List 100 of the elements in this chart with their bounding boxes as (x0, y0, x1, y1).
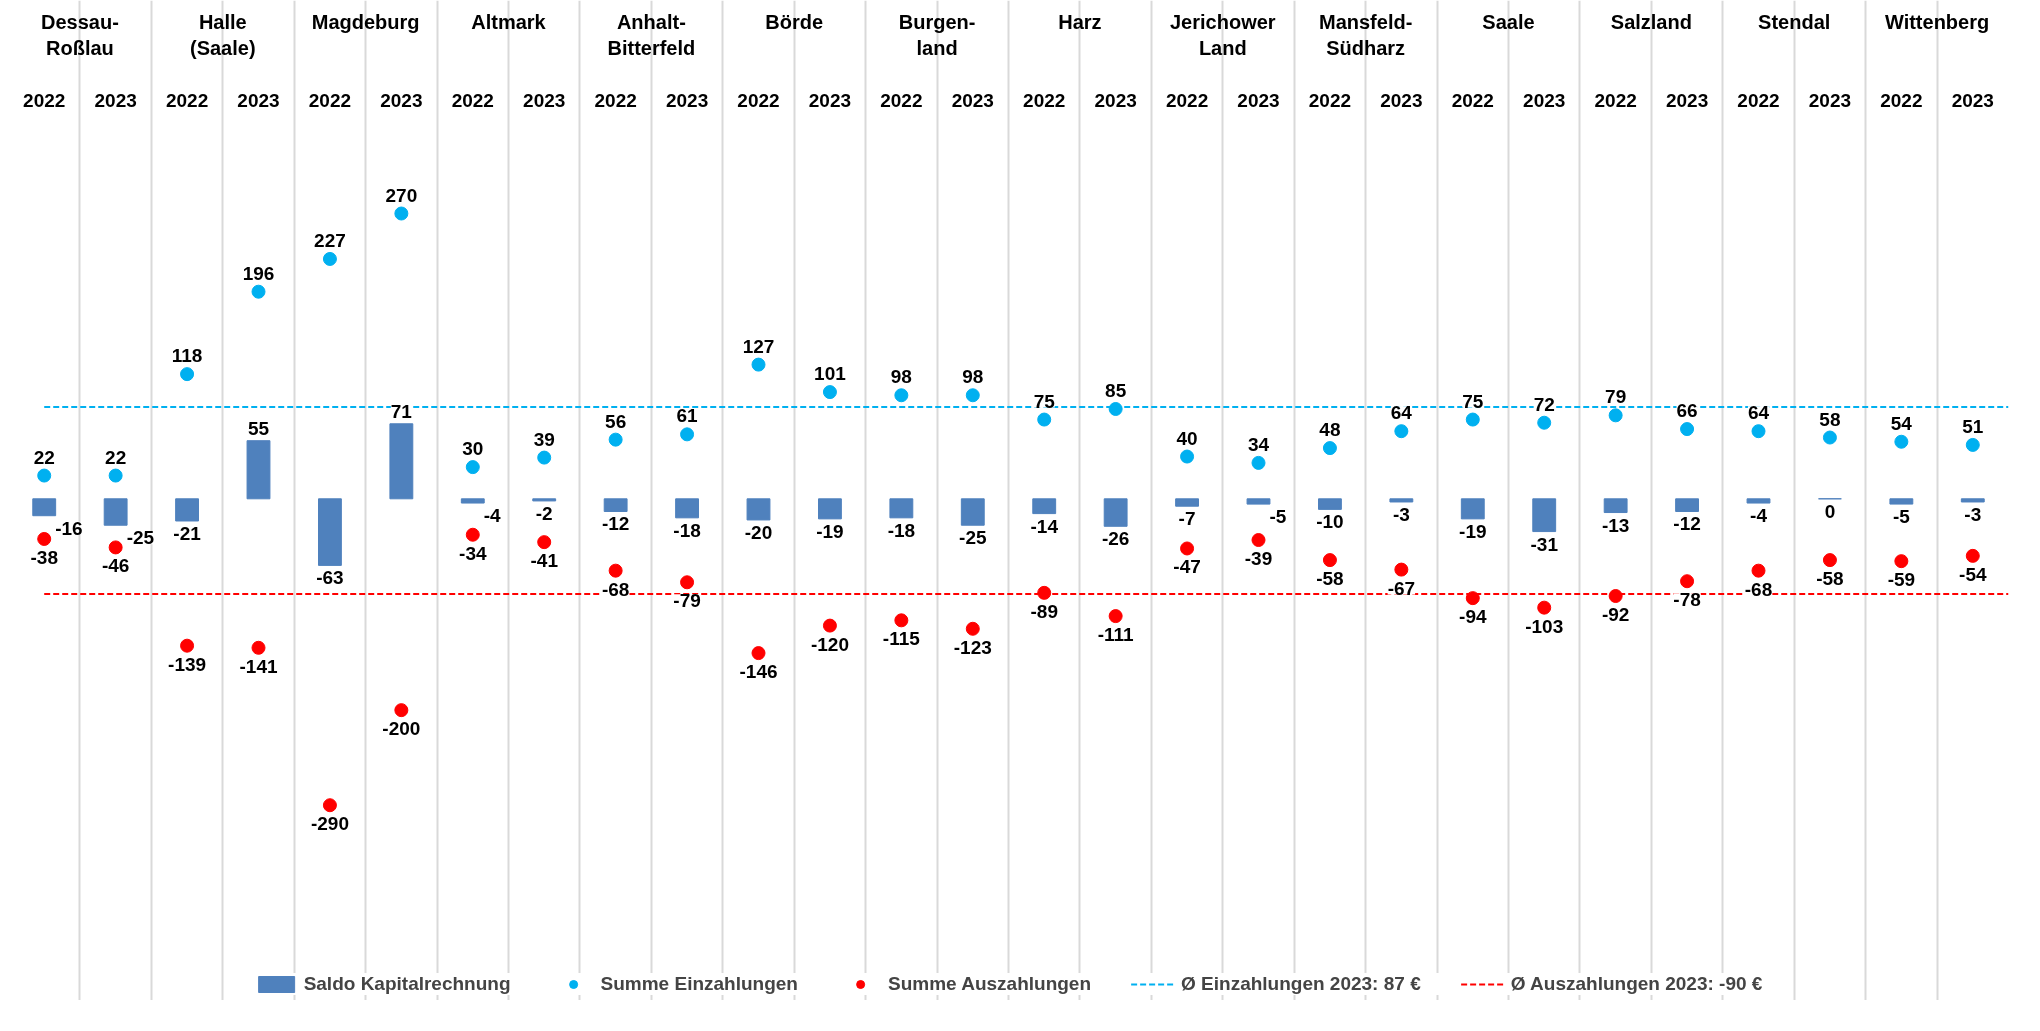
x-tick-label: 2023 (808, 90, 852, 111)
data-label: -290 (310, 813, 349, 835)
point (537, 450, 552, 465)
data-label: -4 (483, 505, 502, 527)
data-label: 270 (385, 184, 418, 206)
data-label: -68 (1744, 578, 1773, 600)
data-label: 22 (33, 446, 55, 468)
point (1465, 412, 1480, 427)
point (1537, 415, 1552, 430)
data-label: -5 (1892, 506, 1911, 528)
x-tick-label: 2023 (1094, 90, 1137, 111)
point (37, 531, 52, 546)
point (1894, 434, 1909, 449)
data-label: 55 (247, 417, 270, 439)
point (394, 206, 409, 221)
data-label: -139 (168, 653, 207, 675)
point (180, 638, 195, 653)
data-label: -58 (1316, 568, 1344, 590)
point (680, 427, 695, 442)
point (751, 646, 766, 661)
legend-label: Saldo Kapitalrechnung (303, 973, 511, 995)
data-label: -12 (1673, 513, 1701, 535)
point (894, 388, 909, 403)
x-tick-label: 2023 (665, 90, 709, 111)
data-label: 64 (1747, 402, 1770, 424)
data-label: 0 (1824, 500, 1836, 522)
data-label: 64 (1390, 402, 1413, 424)
point (965, 621, 980, 636)
data-label: -25 (959, 527, 987, 549)
point (537, 535, 552, 550)
point (1822, 430, 1837, 445)
point (1180, 541, 1195, 556)
data-label: 127 (742, 335, 775, 357)
point (1965, 548, 1980, 563)
data-label: 98 (890, 366, 912, 388)
text: Burgen- land (898, 10, 976, 59)
data-label: -19 (816, 520, 844, 542)
data-label: 54 (1890, 412, 1913, 434)
point (822, 618, 837, 633)
x-tick-label: 2023 (380, 90, 423, 111)
data-label: -46 (101, 555, 130, 577)
point (1108, 609, 1123, 624)
data-label: -19 (1459, 520, 1487, 542)
x-tick-label: 2022 (308, 90, 352, 111)
text: Saale (1482, 10, 1535, 33)
data-label: 72 (1533, 393, 1555, 415)
text: Anhalt- Bitterfeld (607, 10, 696, 59)
data-label: -94 (1459, 606, 1487, 628)
x-tick-label: 2022 (737, 90, 780, 111)
data-label: -3 (1392, 503, 1410, 525)
data-label: 75 (1033, 390, 1056, 412)
data-label: -41 (530, 550, 559, 572)
data-label: -3 (1964, 503, 1982, 525)
point (1251, 455, 1266, 470)
data-label: -16 (55, 517, 83, 539)
data-label: 227 (314, 229, 346, 251)
text: Jerichower Land (1169, 10, 1276, 59)
legend-label: Ø Einzahlungen 2023: 87 € (1181, 973, 1421, 995)
data-label: 22 (105, 446, 127, 468)
x-tick-label: 2023 (1380, 90, 1423, 111)
data-label: -92 (1601, 604, 1630, 626)
data-label: -26 (1101, 528, 1130, 550)
data-label: -54 (1959, 563, 1987, 585)
point (1465, 591, 1480, 606)
point (322, 251, 337, 266)
data-label: -89 (1030, 600, 1058, 622)
x-tick-label: 2023 (94, 90, 137, 111)
data-label: 101 (814, 363, 847, 385)
point (894, 613, 909, 628)
data-label: -120 (810, 633, 849, 655)
data-label: -18 (673, 519, 701, 541)
data-label: -78 (1673, 589, 1701, 611)
data-label: 66 (1676, 400, 1698, 422)
point (1680, 422, 1695, 437)
data-label: 56 (605, 410, 627, 432)
data-label: 58 (1819, 408, 1841, 430)
data-label: 30 (462, 438, 484, 460)
data-label: -18 (887, 519, 916, 541)
x-tick-label: 2022 (880, 90, 923, 111)
data-label: -4 (1750, 505, 1768, 527)
text: Mansfeld- Südharz (1318, 10, 1413, 59)
data-label: -68 (601, 578, 630, 600)
data-label: 71 (390, 400, 413, 422)
x-tick-label: 2023 (951, 90, 994, 111)
point (108, 468, 123, 483)
point (1322, 441, 1337, 456)
x-tick-label: 2022 (594, 90, 637, 111)
data-label: 39 (533, 428, 555, 450)
point (1537, 600, 1552, 615)
text: Dessau- Roßlau (41, 10, 119, 59)
x-tick-label: 2022 (1880, 90, 1923, 111)
x-tick-label: 2022 (1165, 90, 1209, 111)
data-label: -21 (173, 523, 202, 544)
point (1322, 553, 1337, 568)
data-label: -59 (1887, 569, 1916, 591)
text: Stendal (1758, 10, 1831, 33)
x-tick-label: 2022 (1308, 90, 1352, 111)
point (1394, 562, 1409, 577)
point (1037, 412, 1052, 427)
text: Börde (765, 10, 824, 33)
